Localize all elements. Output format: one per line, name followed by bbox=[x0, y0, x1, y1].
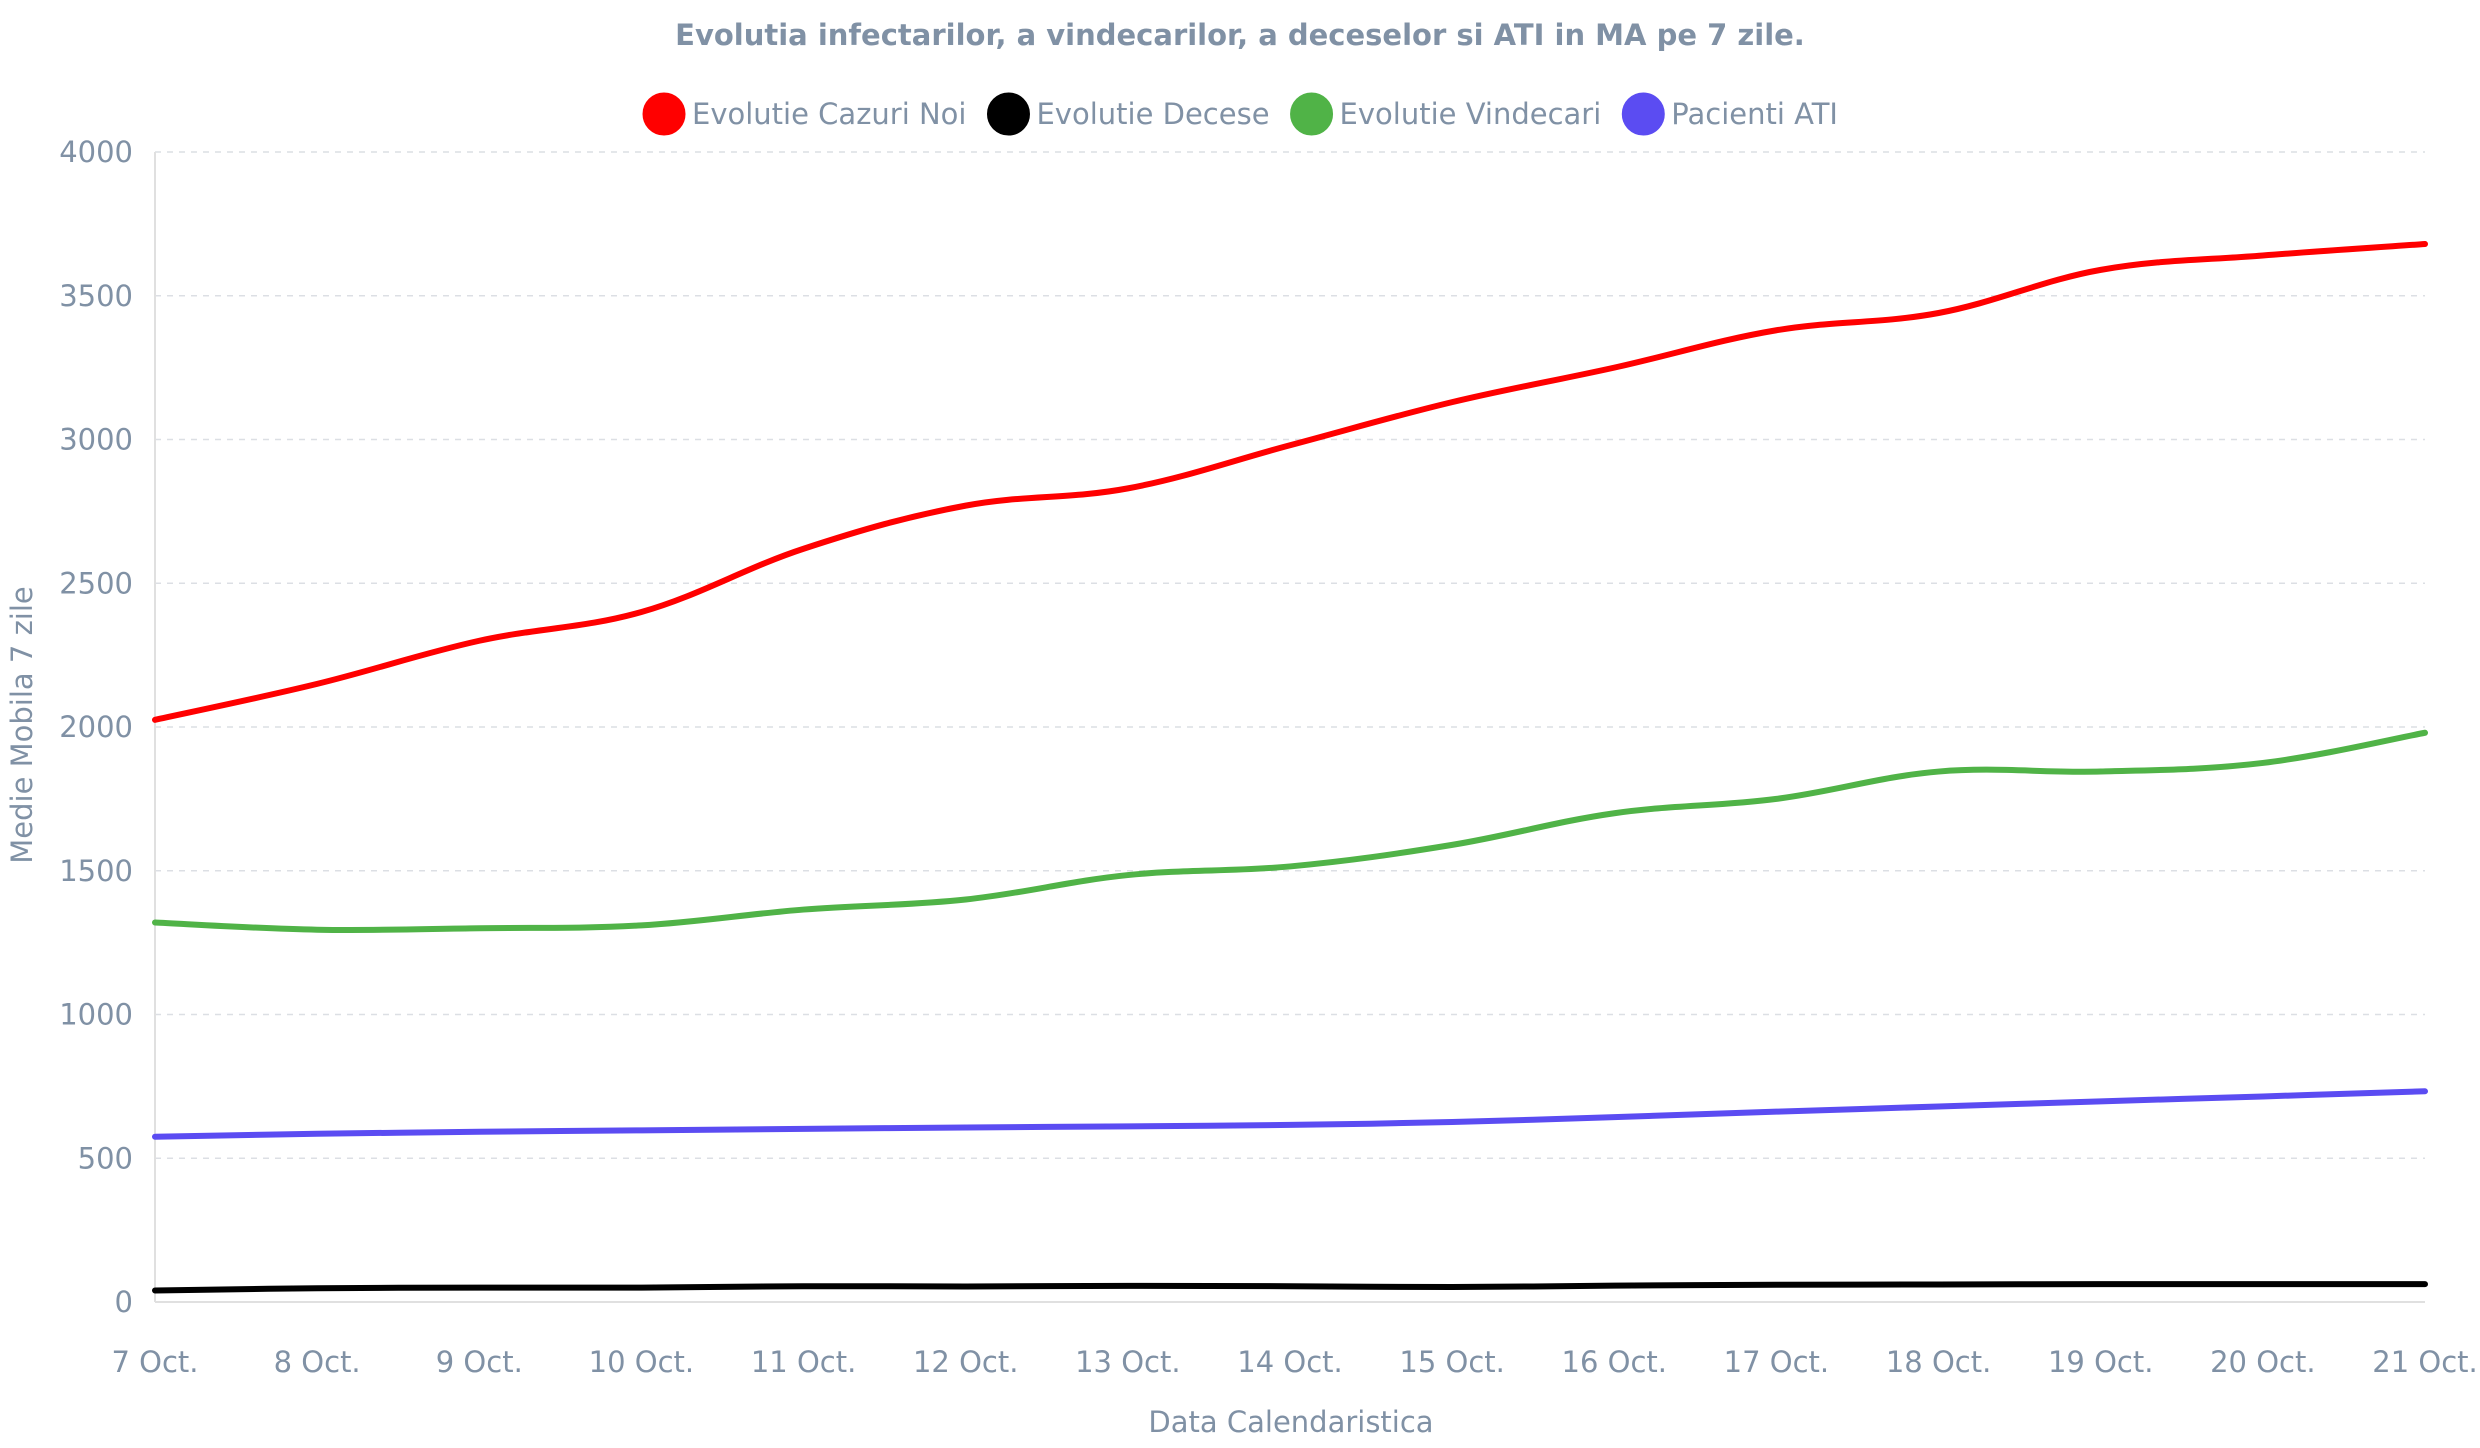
x-tick-label: 16 Oct. bbox=[1562, 1345, 1667, 1379]
legend-label: Evolutie Cazuri Noi bbox=[692, 97, 966, 131]
x-tick-label: 10 Oct. bbox=[589, 1345, 694, 1379]
y-tick-label: 3500 bbox=[59, 279, 133, 313]
x-tick-label: 9 Oct. bbox=[436, 1345, 523, 1379]
legend-item[interactable]: Pacienti ATI bbox=[1621, 92, 1838, 136]
legend-item[interactable]: Evolutie Decese bbox=[986, 92, 1270, 136]
legend-label: Evolutie Decese bbox=[1036, 97, 1269, 131]
legend-item[interactable]: Evolutie Vindecari bbox=[1290, 92, 1602, 136]
x-axis-title: Data Calendaristica bbox=[1148, 1405, 1433, 1439]
x-tick-label: 15 Oct. bbox=[1399, 1345, 1504, 1379]
y-tick-label: 1000 bbox=[59, 998, 133, 1032]
x-tick-label: 11 Oct. bbox=[751, 1345, 856, 1379]
x-tick-label: 20 Oct. bbox=[2210, 1345, 2315, 1379]
legend-label: Evolutie Vindecari bbox=[1340, 97, 1602, 131]
y-tick-label: 3000 bbox=[59, 423, 133, 457]
legend-item[interactable]: Evolutie Cazuri Noi bbox=[642, 92, 966, 136]
x-tick-label: 13 Oct. bbox=[1075, 1345, 1180, 1379]
x-tick-label: 18 Oct. bbox=[1886, 1345, 1991, 1379]
series-line-evolutie-decese[interactable] bbox=[152, 1281, 2428, 1294]
series-line-evolutie-cazuri-noi[interactable] bbox=[152, 241, 2428, 723]
y-tick-label: 2500 bbox=[59, 566, 133, 600]
y-tick-label: 0 bbox=[115, 1285, 133, 1319]
series-line-evolutie-vindecari[interactable] bbox=[152, 729, 2428, 934]
legend[interactable]: Evolutie Cazuri Noi Evolutie Decese Evolut… bbox=[642, 92, 1838, 136]
x-tick-label: 19 Oct. bbox=[2048, 1345, 2153, 1379]
grid bbox=[154, 151, 2425, 1303]
series-lines[interactable] bbox=[152, 241, 2428, 1294]
x-tick-label: 14 Oct. bbox=[1237, 1345, 1342, 1379]
x-tick-label: 21 Oct. bbox=[2372, 1345, 2477, 1379]
legend-marker-icon bbox=[986, 92, 1030, 136]
x-tick-label: 12 Oct. bbox=[913, 1345, 1018, 1379]
y-tick-label: 2000 bbox=[59, 710, 133, 744]
y-tick-label: 1500 bbox=[59, 854, 133, 888]
chart-title: Evolutia infectarilor, a vindecarilor, a… bbox=[675, 18, 1805, 52]
series-line-pacienti-ati[interactable] bbox=[152, 1088, 2428, 1140]
legend-label: Pacienti ATI bbox=[1671, 97, 1838, 131]
y-axis-ticks: 0 500 1000 1500 2000 2500 3000 3500 4000 bbox=[59, 135, 133, 1319]
legend-marker-icon bbox=[1290, 92, 1334, 136]
x-tick-label: 8 Oct. bbox=[274, 1345, 361, 1379]
x-tick-label: 17 Oct. bbox=[1724, 1345, 1829, 1379]
legend-marker-icon bbox=[1621, 92, 1665, 136]
y-tick-label: 500 bbox=[78, 1141, 133, 1175]
y-tick-label: 4000 bbox=[59, 135, 133, 169]
x-tick-label: 7 Oct. bbox=[111, 1345, 198, 1379]
y-axis-title: Medie Mobila 7 zile bbox=[5, 586, 39, 864]
legend-marker-icon bbox=[642, 92, 686, 136]
x-axis-ticks: 7 Oct. 8 Oct. 9 Oct. 10 Oct. 11 Oct. 12 Oct. 1… bbox=[111, 1345, 2477, 1379]
